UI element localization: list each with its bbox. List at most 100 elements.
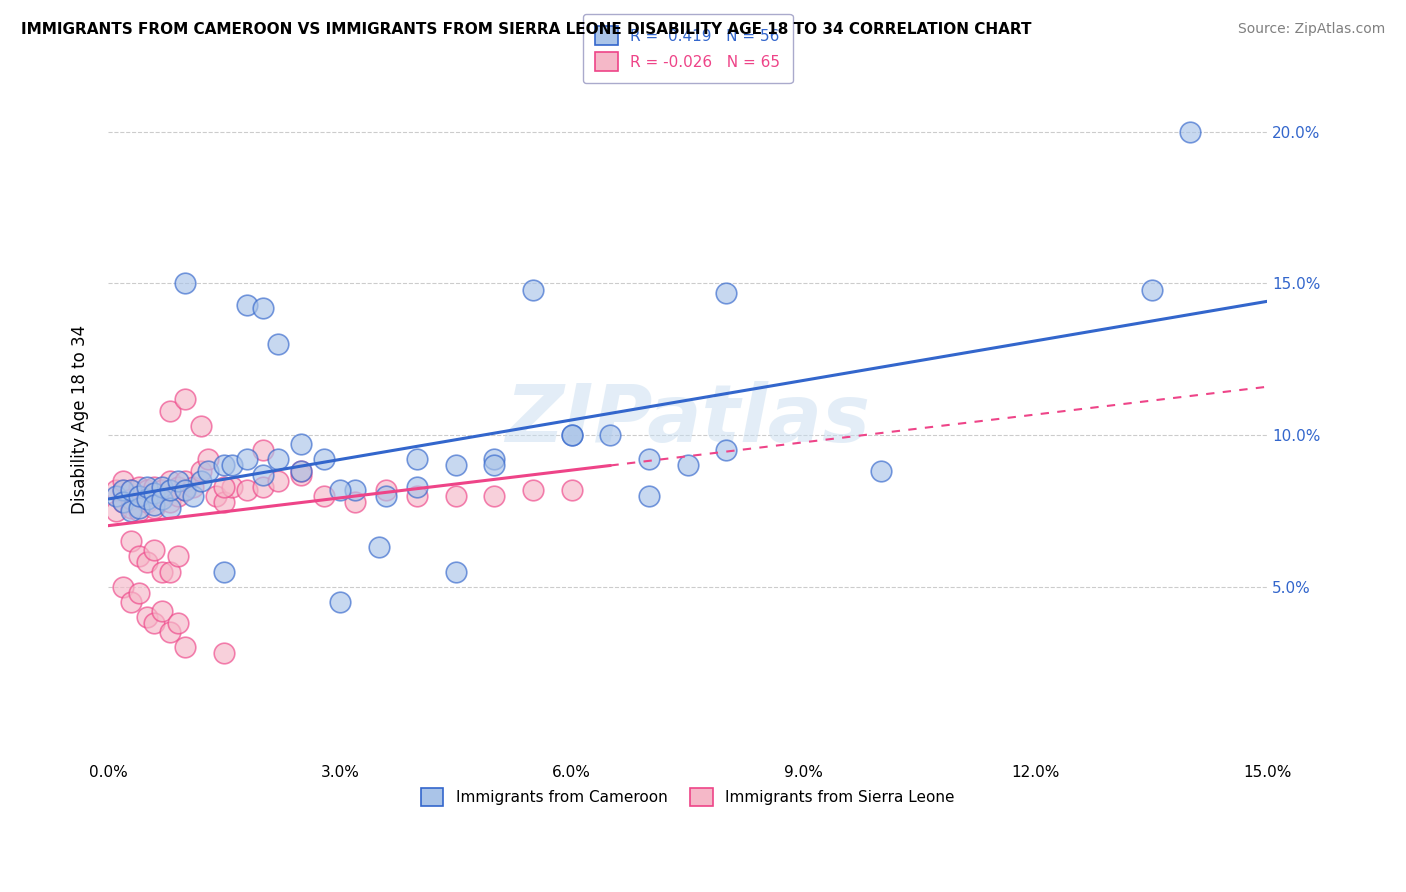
Point — [104, 483, 127, 497]
Point — [120, 504, 142, 518]
Point — [375, 483, 398, 497]
Point — [252, 480, 274, 494]
Point — [112, 495, 135, 509]
Point — [143, 616, 166, 631]
Point — [197, 465, 219, 479]
Point — [174, 474, 197, 488]
Point — [159, 565, 181, 579]
Point — [1140, 283, 1163, 297]
Point — [128, 489, 150, 503]
Point — [174, 483, 197, 497]
Point — [212, 647, 235, 661]
Point — [120, 595, 142, 609]
Point — [135, 556, 157, 570]
Point — [143, 480, 166, 494]
Point — [561, 428, 583, 442]
Point — [174, 392, 197, 406]
Point — [561, 428, 583, 442]
Point — [236, 298, 259, 312]
Point — [166, 549, 188, 564]
Point — [143, 543, 166, 558]
Point — [143, 498, 166, 512]
Point — [190, 419, 212, 434]
Point — [444, 565, 467, 579]
Text: Source: ZipAtlas.com: Source: ZipAtlas.com — [1237, 22, 1385, 37]
Point — [128, 500, 150, 515]
Point — [143, 500, 166, 515]
Point — [120, 534, 142, 549]
Point — [236, 452, 259, 467]
Point — [344, 483, 367, 497]
Point — [236, 483, 259, 497]
Point — [406, 480, 429, 494]
Point — [159, 404, 181, 418]
Point — [150, 565, 173, 579]
Point — [135, 610, 157, 624]
Point — [599, 428, 621, 442]
Point — [159, 474, 181, 488]
Point — [120, 500, 142, 515]
Point — [143, 485, 166, 500]
Point — [252, 443, 274, 458]
Point — [212, 458, 235, 473]
Point — [329, 595, 352, 609]
Point — [135, 495, 157, 509]
Point — [367, 541, 389, 555]
Text: IMMIGRANTS FROM CAMEROON VS IMMIGRANTS FROM SIERRA LEONE DISABILITY AGE 18 TO 34: IMMIGRANTS FROM CAMEROON VS IMMIGRANTS F… — [21, 22, 1032, 37]
Point — [135, 491, 157, 506]
Point — [444, 458, 467, 473]
Point — [128, 549, 150, 564]
Point — [221, 480, 243, 494]
Point — [197, 452, 219, 467]
Point — [181, 489, 204, 503]
Point — [252, 467, 274, 482]
Point — [190, 465, 212, 479]
Point — [150, 489, 173, 503]
Point — [104, 504, 127, 518]
Point — [406, 489, 429, 503]
Point — [212, 480, 235, 494]
Point — [174, 640, 197, 655]
Y-axis label: Disability Age 18 to 34: Disability Age 18 to 34 — [72, 326, 89, 515]
Point — [314, 452, 336, 467]
Point — [329, 483, 352, 497]
Point — [150, 480, 173, 494]
Point — [221, 458, 243, 473]
Point — [522, 483, 544, 497]
Point — [159, 500, 181, 515]
Legend: Immigrants from Cameroon, Immigrants from Sierra Leone: Immigrants from Cameroon, Immigrants fro… — [415, 781, 962, 813]
Point — [252, 301, 274, 315]
Point — [314, 489, 336, 503]
Point — [870, 465, 893, 479]
Point — [135, 480, 157, 494]
Point — [135, 483, 157, 497]
Point — [112, 580, 135, 594]
Point — [212, 495, 235, 509]
Point — [676, 458, 699, 473]
Point — [1178, 125, 1201, 139]
Point — [112, 474, 135, 488]
Point — [112, 483, 135, 497]
Point — [290, 467, 312, 482]
Point — [267, 474, 290, 488]
Point — [166, 616, 188, 631]
Point — [212, 565, 235, 579]
Point — [290, 465, 312, 479]
Point — [344, 495, 367, 509]
Point — [159, 625, 181, 640]
Point — [290, 437, 312, 451]
Point — [174, 277, 197, 291]
Point — [128, 504, 150, 518]
Point — [174, 483, 197, 497]
Point — [561, 483, 583, 497]
Point — [150, 491, 173, 506]
Point — [166, 474, 188, 488]
Point — [190, 474, 212, 488]
Point — [716, 285, 738, 300]
Point — [150, 604, 173, 618]
Point — [104, 489, 127, 503]
Point — [135, 489, 157, 503]
Point — [205, 489, 228, 503]
Point — [159, 495, 181, 509]
Point — [128, 489, 150, 503]
